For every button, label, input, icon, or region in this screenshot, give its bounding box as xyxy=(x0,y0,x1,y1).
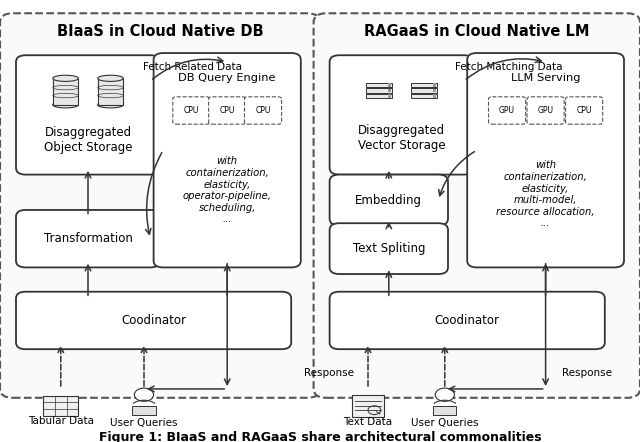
FancyBboxPatch shape xyxy=(330,55,474,175)
FancyBboxPatch shape xyxy=(16,292,291,349)
FancyBboxPatch shape xyxy=(173,97,210,124)
Text: with
containerization,
elasticity,
multi-model,
resource allocation,
...: with containerization, elasticity, multi… xyxy=(497,160,595,229)
Bar xyxy=(412,94,437,99)
Text: Coodinator: Coodinator xyxy=(435,314,500,327)
FancyBboxPatch shape xyxy=(16,210,160,267)
FancyBboxPatch shape xyxy=(527,97,564,124)
Ellipse shape xyxy=(98,102,124,108)
Text: User Queries: User Queries xyxy=(411,419,479,428)
FancyBboxPatch shape xyxy=(330,223,448,274)
FancyBboxPatch shape xyxy=(330,175,448,225)
Bar xyxy=(433,89,436,92)
Text: DB Query Engine: DB Query Engine xyxy=(179,73,276,83)
Text: Text Spliting: Text Spliting xyxy=(353,242,425,255)
Bar xyxy=(366,88,392,93)
Bar xyxy=(412,88,437,93)
FancyBboxPatch shape xyxy=(467,53,624,267)
FancyBboxPatch shape xyxy=(566,97,603,124)
Bar xyxy=(132,406,156,415)
Bar xyxy=(98,78,124,105)
Bar xyxy=(366,83,392,87)
Bar xyxy=(433,95,436,98)
FancyBboxPatch shape xyxy=(16,55,160,175)
FancyBboxPatch shape xyxy=(209,97,246,124)
Ellipse shape xyxy=(52,102,78,108)
Text: CPU: CPU xyxy=(577,106,592,115)
Text: Response: Response xyxy=(562,369,612,378)
Text: Embedding: Embedding xyxy=(355,194,422,206)
Text: Fetch Matching Data: Fetch Matching Data xyxy=(455,62,563,72)
Bar xyxy=(44,396,79,415)
Text: GPU: GPU xyxy=(538,106,554,115)
Text: User Queries: User Queries xyxy=(110,419,178,428)
Text: Response: Response xyxy=(304,369,354,378)
Bar xyxy=(388,89,390,92)
Text: Coodinator: Coodinator xyxy=(121,314,186,327)
Bar xyxy=(52,78,78,105)
Bar xyxy=(433,83,436,87)
Text: CPU: CPU xyxy=(184,106,199,115)
Bar xyxy=(352,395,384,417)
Text: CPU: CPU xyxy=(255,106,271,115)
Text: Figure 1: BIaaS and RAGaaS share architectural commonalities: Figure 1: BIaaS and RAGaaS share archite… xyxy=(99,431,541,442)
FancyBboxPatch shape xyxy=(244,97,282,124)
Text: GPU: GPU xyxy=(499,106,515,115)
Text: Fetch Related Data: Fetch Related Data xyxy=(143,62,241,72)
Ellipse shape xyxy=(52,75,78,81)
Circle shape xyxy=(134,388,154,401)
Ellipse shape xyxy=(98,75,124,81)
Text: Disaggregated
Object Storage: Disaggregated Object Storage xyxy=(44,126,132,154)
Text: Transformation: Transformation xyxy=(44,232,132,245)
FancyBboxPatch shape xyxy=(330,292,605,349)
Text: RAGaaS in Cloud Native LM: RAGaaS in Cloud Native LM xyxy=(364,24,589,39)
FancyBboxPatch shape xyxy=(314,13,640,398)
Bar xyxy=(366,94,392,99)
Circle shape xyxy=(435,388,454,401)
FancyBboxPatch shape xyxy=(0,13,320,398)
Bar xyxy=(433,406,456,415)
Text: Tabular Data: Tabular Data xyxy=(28,416,94,426)
Text: with
containerization,
elasticity,
operator-pipeline,
scheduling,
...: with containerization, elasticity, opera… xyxy=(183,156,271,225)
Text: LLM Serving: LLM Serving xyxy=(511,73,580,83)
FancyBboxPatch shape xyxy=(154,53,301,267)
FancyBboxPatch shape xyxy=(488,97,525,124)
Bar xyxy=(388,95,390,98)
Bar xyxy=(388,83,390,87)
Text: Text Data: Text Data xyxy=(344,417,392,427)
Text: BIaaS in Cloud Native DB: BIaaS in Cloud Native DB xyxy=(57,24,263,39)
Text: CPU: CPU xyxy=(220,106,235,115)
Bar xyxy=(412,83,437,87)
Text: Disaggregated
Vector Storage: Disaggregated Vector Storage xyxy=(358,124,445,152)
